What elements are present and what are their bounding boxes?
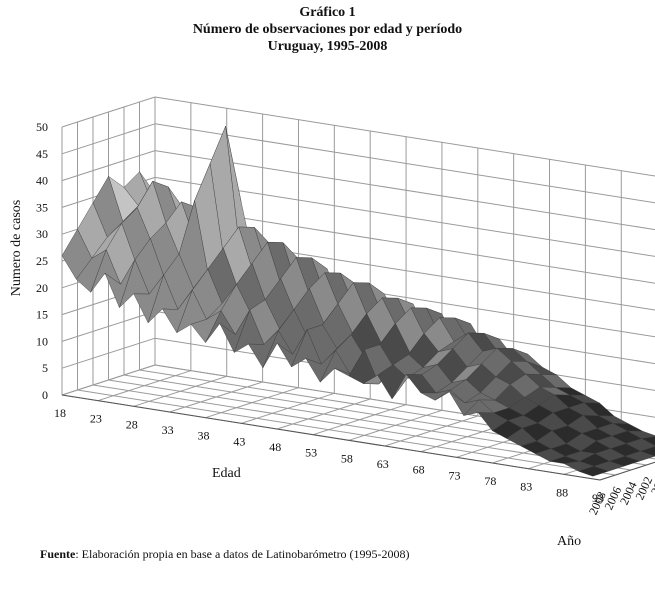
x-tick-label: 83 bbox=[520, 480, 532, 494]
floor-gridline bbox=[312, 404, 407, 436]
chart-title-block: Gráfico 1 Número de observaciones por ed… bbox=[0, 4, 655, 55]
y-tick-label: 0 bbox=[42, 388, 48, 402]
floor-gridline bbox=[169, 381, 263, 413]
x-tick-label: 63 bbox=[377, 457, 389, 471]
floor-gridline bbox=[241, 392, 335, 424]
x-tick-label: 73 bbox=[449, 468, 461, 482]
surface-layer bbox=[61, 125, 655, 477]
back-wall-gridline bbox=[154, 176, 655, 257]
x-tick-label: 38 bbox=[197, 429, 209, 443]
x-tick-label: 88 bbox=[556, 485, 568, 499]
x-tick-label: 18 bbox=[54, 406, 66, 420]
x-tick-label: 43 bbox=[233, 434, 245, 448]
x-tick-label: 28 bbox=[126, 417, 138, 431]
x-axis-label: Edad bbox=[212, 466, 241, 481]
depth-axis-line bbox=[599, 461, 655, 481]
x-tick-label: 48 bbox=[269, 440, 281, 454]
x-tick-label: 78 bbox=[484, 474, 496, 488]
back-wall-gridline bbox=[154, 150, 655, 231]
y-tick-label: 35 bbox=[36, 200, 48, 214]
x-tick-label: 23 bbox=[90, 412, 102, 426]
back-wall-gridline bbox=[154, 123, 655, 204]
floor-gridline bbox=[384, 415, 478, 447]
y-tick-label: 20 bbox=[36, 281, 48, 295]
surface-facet bbox=[577, 465, 609, 477]
source-note: Fuente: Elaboración propia en base a dat… bbox=[40, 547, 410, 562]
x-tick-label: 33 bbox=[162, 423, 174, 437]
x-tick-label: 58 bbox=[341, 451, 353, 465]
floor-gridline bbox=[97, 370, 192, 402]
source-label: Fuente bbox=[40, 547, 76, 561]
y-tick-label: 25 bbox=[36, 254, 48, 268]
floor-gridline bbox=[61, 364, 156, 396]
x-tick-label: 53 bbox=[305, 446, 317, 460]
x-tick-label: 93 bbox=[592, 491, 604, 505]
y-tick-label: 15 bbox=[36, 308, 48, 322]
chart-title-line2: Número de observaciones por edad y perío… bbox=[192, 22, 463, 37]
floor-gridline bbox=[77, 389, 616, 476]
y-tick-label: 5 bbox=[42, 361, 48, 375]
y-tick-label: 40 bbox=[36, 174, 48, 188]
back-wall-gridline bbox=[154, 96, 655, 177]
source-text: : Elaboración propia en base a datos de … bbox=[75, 547, 410, 561]
floor-gridline bbox=[133, 375, 227, 407]
x-tick-label: 68 bbox=[413, 463, 425, 477]
floor-gridline bbox=[277, 398, 371, 430]
z-tick-label: 2000 bbox=[648, 469, 655, 497]
label-layer: Numero de casos Edad Año 0 5 10 15 20 25 30 35 4… bbox=[9, 120, 655, 549]
y-tick-label: 45 bbox=[36, 147, 48, 161]
x-axis-line bbox=[61, 394, 601, 481]
y-tick-label: 50 bbox=[36, 120, 48, 134]
floor-gridline bbox=[205, 387, 299, 419]
y-axis-label: Numero de casos bbox=[9, 200, 24, 296]
y-tick-label: 30 bbox=[36, 227, 48, 241]
y-tick-label: 10 bbox=[36, 334, 48, 348]
chart-title-line3: Uruguay, 1995-2008 bbox=[267, 39, 388, 54]
z-axis-label: Año bbox=[557, 534, 581, 549]
floor-gridline bbox=[348, 409, 443, 441]
chart-title-line1: Gráfico 1 bbox=[299, 5, 356, 20]
